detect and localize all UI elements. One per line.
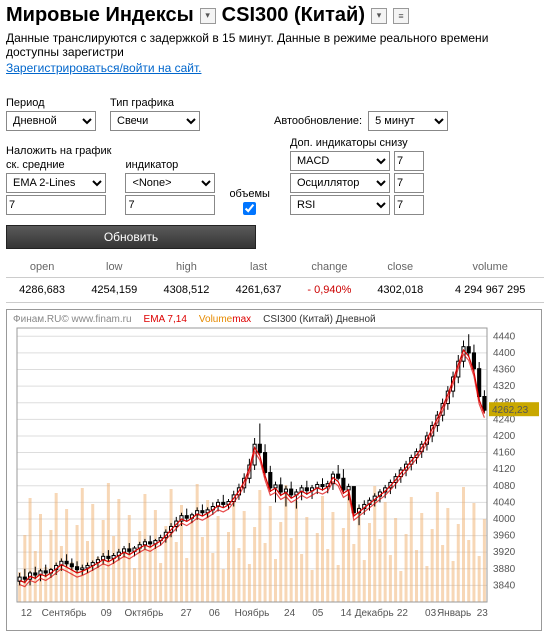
svg-text:03: 03 — [425, 608, 437, 619]
charttype-label: Тип графика — [110, 97, 200, 109]
svg-text:Январь: Январь — [437, 608, 471, 619]
svg-text:09: 09 — [101, 608, 113, 619]
ind2-period-input[interactable] — [394, 173, 424, 193]
register-link[interactable]: Зарегистрироваться/войти на сайт. — [6, 61, 201, 75]
cell-high: 4308,512 — [150, 278, 222, 303]
period-select[interactable]: Дневной — [6, 111, 96, 131]
autorefresh-select[interactable]: 5 минут — [368, 111, 448, 131]
svg-text:4120: 4120 — [493, 464, 516, 475]
svg-text:23: 23 — [477, 608, 489, 619]
chart-instrument-legend: CSI300 (Китай) Дневной — [263, 314, 375, 325]
cell-open: 4286,683 — [6, 278, 78, 303]
cell-change: - 0,940% — [295, 278, 364, 303]
bottom-indicators-label: Доп. индикаторы снизу — [290, 137, 424, 149]
chart-copyright: Финам.RU© www.finam.ru — [13, 314, 132, 325]
svg-text:4440: 4440 — [493, 331, 516, 342]
svg-text:Ноябрь: Ноябрь — [235, 607, 270, 619]
svg-text:22: 22 — [397, 608, 409, 619]
col-last: last — [223, 257, 295, 278]
svg-text:24: 24 — [284, 608, 296, 619]
svg-text:4080: 4080 — [493, 481, 516, 492]
instrument-dropdown[interactable]: ▾ — [371, 8, 387, 24]
col-open: open — [6, 257, 78, 278]
col-low: low — [78, 257, 150, 278]
cell-volume: 4 294 967 295 — [436, 278, 544, 303]
ma-select[interactable]: EMA 2-Lines — [6, 173, 106, 193]
svg-text:Декабрь: Декабрь — [355, 607, 394, 619]
cell-close: 4302,018 — [364, 278, 436, 303]
price-chart: Финам.RU© www.finam.ru EMA 7,14 Volumema… — [6, 309, 542, 631]
svg-text:3880: 3880 — [493, 564, 516, 575]
svg-text:06: 06 — [209, 608, 221, 619]
svg-text:27: 27 — [181, 608, 193, 619]
volume-label: объемы — [229, 188, 270, 200]
chart-volume-legend: Volumemax — [199, 314, 251, 325]
autorefresh-label: Автообновление: — [274, 115, 362, 127]
indicator-select[interactable]: <None> — [125, 173, 215, 193]
svg-text:14: 14 — [340, 608, 352, 619]
instrument-more-dropdown[interactable]: ≡ — [393, 8, 409, 24]
svg-text:3960: 3960 — [493, 531, 516, 542]
header-title-left: Мировые Индексы — [6, 4, 194, 27]
svg-text:3840: 3840 — [493, 580, 516, 591]
volume-checkbox[interactable] — [229, 202, 270, 215]
ma-label: ск. средние — [6, 159, 111, 171]
col-change: change — [295, 257, 364, 278]
svg-text:12: 12 — [21, 608, 33, 619]
chart-ema-legend: EMA 7,14 — [144, 314, 187, 325]
cell-low: 4254,159 — [78, 278, 150, 303]
charttype-select[interactable]: Свечи — [110, 111, 200, 131]
svg-text:4400: 4400 — [493, 348, 516, 359]
update-button[interactable]: Обновить — [6, 225, 256, 249]
index-group-dropdown[interactable]: ▾ — [200, 8, 216, 24]
svg-text:4360: 4360 — [493, 365, 516, 376]
ind3-period-input[interactable] — [394, 195, 424, 215]
svg-text:4000: 4000 — [493, 514, 516, 525]
svg-text:4262,23: 4262,23 — [492, 405, 529, 416]
indicator-period-input[interactable] — [125, 195, 215, 215]
col-close: close — [364, 257, 436, 278]
quote-table: openlowhighlastchangeclosevolume 4286,68… — [6, 257, 544, 303]
svg-text:4160: 4160 — [493, 448, 516, 459]
svg-text:4320: 4320 — [493, 381, 516, 392]
header-title-right: CSI300 (Китай) — [222, 4, 365, 27]
svg-text:4200: 4200 — [493, 431, 516, 442]
cell-last: 4261,637 — [223, 278, 295, 303]
svg-text:4040: 4040 — [493, 497, 516, 508]
svg-text:3920: 3920 — [493, 547, 516, 558]
ind1-period-input[interactable] — [394, 151, 424, 171]
period-label: Период — [6, 97, 96, 109]
svg-text:05: 05 — [312, 608, 324, 619]
col-volume: volume — [436, 257, 544, 278]
ind1-select[interactable]: MACD — [290, 151, 390, 171]
ind2-select[interactable]: Осциллятор — [290, 173, 390, 193]
col-high: high — [150, 257, 222, 278]
ind3-select[interactable]: RSI — [290, 195, 390, 215]
overlay-label: Наложить на график — [6, 145, 111, 157]
svg-text:Октябрь: Октябрь — [125, 607, 164, 619]
delay-notice: Данные транслируются с задержкой в 15 ми… — [6, 31, 544, 59]
svg-text:Сентябрь: Сентябрь — [42, 607, 87, 619]
ma-period-input[interactable] — [6, 195, 106, 215]
indicator-label: индикатор — [125, 159, 215, 171]
